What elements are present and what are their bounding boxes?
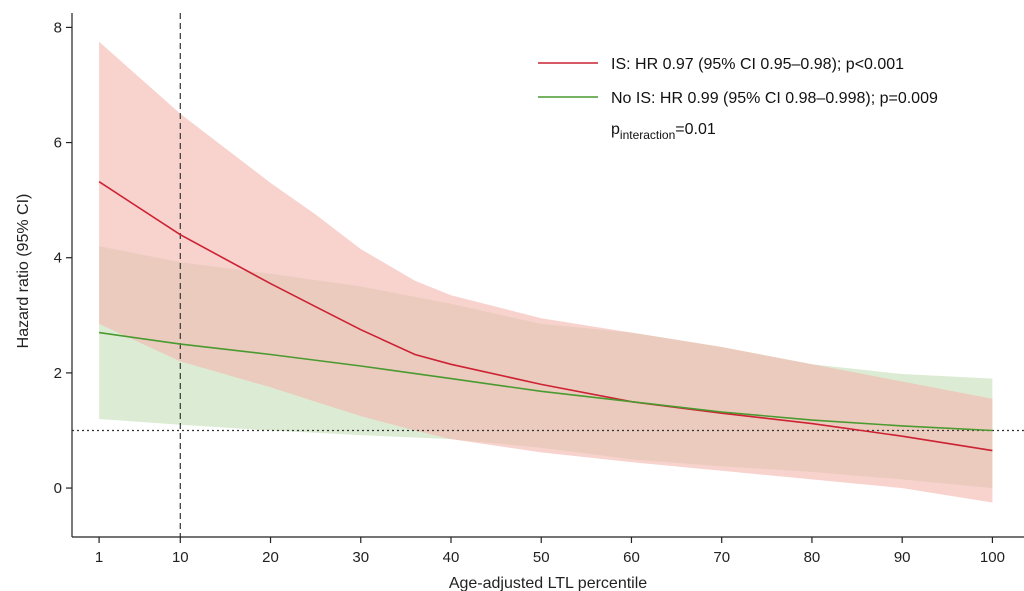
series-line-no-is (98, 331, 993, 432)
y-tick-label: 8 (54, 19, 62, 36)
y-tick-label: 6 (54, 135, 62, 152)
interaction-subscript: interaction (620, 128, 675, 142)
x-tick-label: 10 (172, 549, 189, 566)
x-tick-label: 20 (262, 549, 279, 566)
ci-band-is (99, 41, 993, 503)
legend-label-no-is: No IS: HR 0.99 (95% CI 0.98–0.998); p=0.… (611, 90, 938, 107)
interaction-p-value: pinteraction=0.01 (611, 121, 716, 142)
interaction-p-symbol: p (611, 121, 620, 138)
x-tick-label: 80 (804, 549, 821, 566)
x-tick-label: 40 (443, 549, 460, 566)
series-lines (98, 181, 993, 452)
x-tick-label: 70 (713, 549, 730, 566)
reference-lines (72, 13, 1024, 537)
legend: IS: HR 0.97 (95% CI 0.95–0.98); p<0.001 … (538, 56, 938, 142)
series-line-is (98, 181, 993, 452)
interaction-p-value-number: =0.01 (675, 121, 716, 138)
y-axis-title: Hazard ratio (95% CI) (15, 194, 32, 349)
confidence-bands (99, 41, 993, 503)
y-tick-label: 2 (54, 365, 62, 382)
x-tick-label: 100 (980, 549, 1005, 566)
x-tick-label: 60 (623, 549, 640, 566)
y-tick-label: 0 (54, 480, 62, 497)
x-tick-label: 50 (533, 549, 550, 566)
x-tick-label: 30 (352, 549, 369, 566)
y-tick-label: 4 (54, 250, 62, 267)
x-axis-title: Age-adjusted LTL percentile (449, 575, 647, 591)
legend-label-is: IS: HR 0.97 (95% CI 0.95–0.98); p<0.001 (611, 56, 904, 73)
x-tick-label: 90 (894, 549, 911, 566)
x-tick-label: 1 (95, 549, 103, 566)
axes: 0 2 4 6 8 1 10 20 30 40 50 60 70 80 90 100 (54, 13, 1024, 566)
